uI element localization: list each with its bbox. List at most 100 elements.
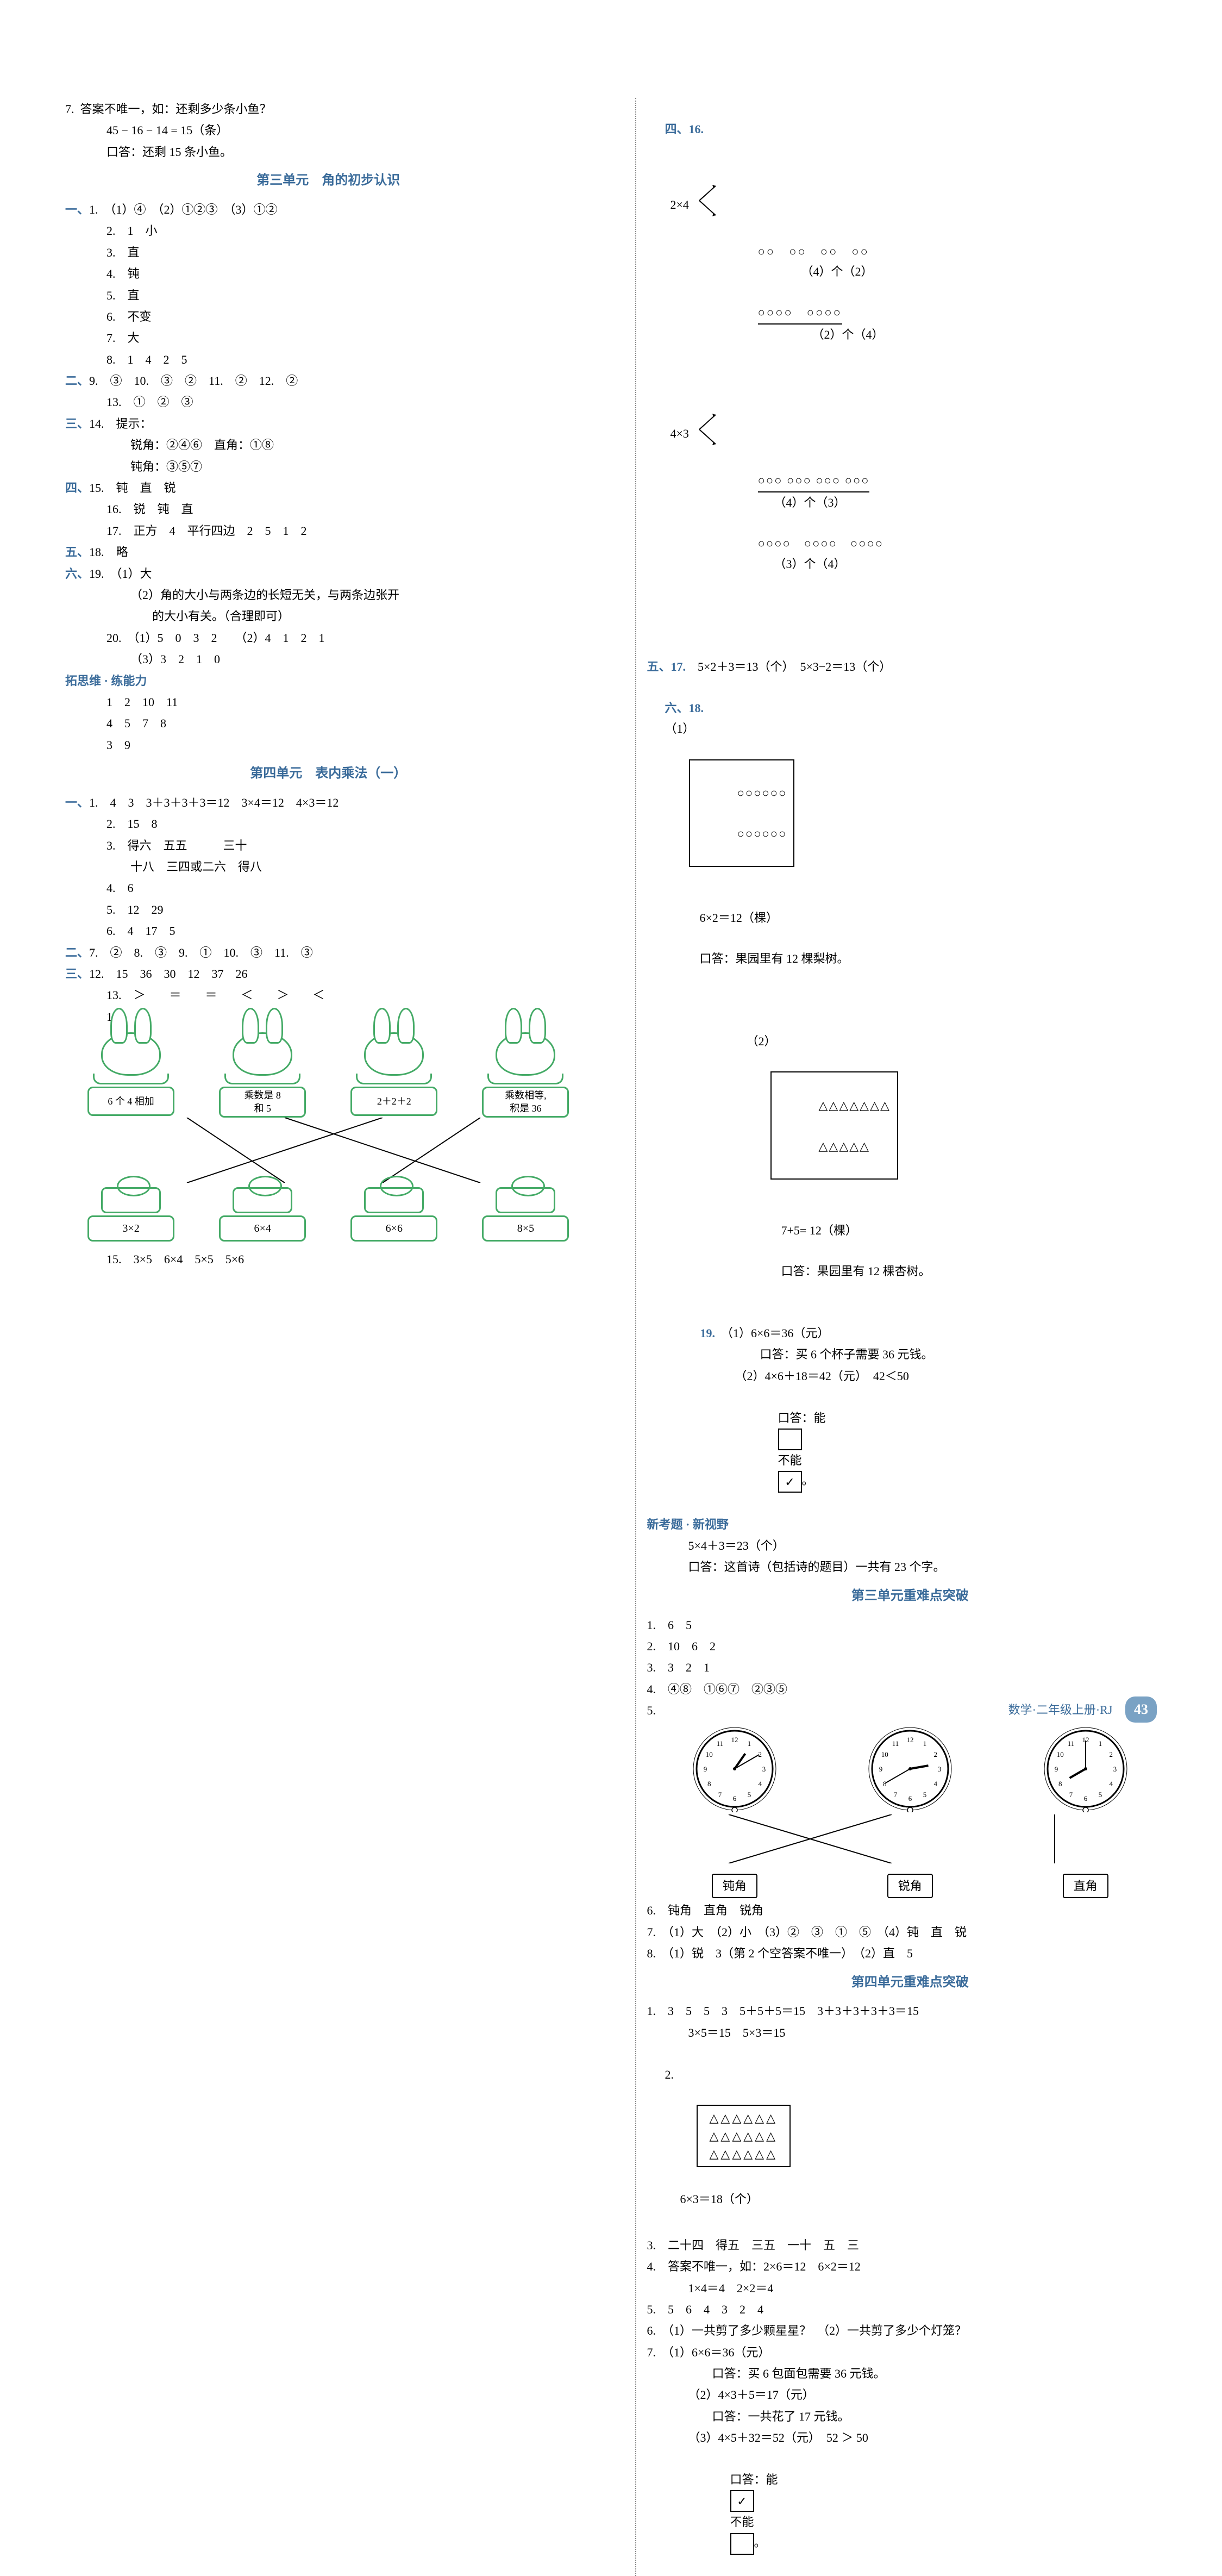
arrow-2x4: 2×4 ○○ ○○ ○○ ○○ （4）个（2） ○○○○ ○○○○ （2）个（4… bbox=[670, 180, 884, 366]
ans1b: 口答：果园里有 12 棵梨树。 bbox=[700, 952, 849, 965]
sec2-line: 二、9. ③ 10. ③ ② 11. ② 12. ② bbox=[65, 371, 592, 391]
sec1-l1: 1. （1）④ （2）①②③ （3）①② bbox=[89, 203, 278, 216]
ans2a: 7+5= 12（棵） bbox=[781, 1224, 857, 1237]
sec5-line: 五、18. 略 bbox=[65, 542, 592, 562]
svg-text:4: 4 bbox=[1109, 1780, 1113, 1788]
svg-text:1: 1 bbox=[748, 1739, 751, 1748]
sec6-l2b: 的大小有关。（合理即可） bbox=[65, 606, 592, 626]
sec6-l3: 20. （1）5 0 3 2 （2）4 1 2 1 bbox=[65, 628, 592, 648]
ans-4: （3）个（4） bbox=[774, 557, 846, 571]
h4-l6: 6. （1）一共剪了多少颗星星？ （2）一共剪了多少个灯笼？ bbox=[647, 2321, 1174, 2341]
h4-l1: 1. 3 5 5 3 5＋5＋5＝15 3＋3＋3＋3＋3＝15 bbox=[647, 2001, 1174, 2021]
circles-row-2: ○○○○ ○○○○ bbox=[758, 302, 842, 325]
svg-text:7: 7 bbox=[893, 1790, 897, 1798]
svg-text:7: 7 bbox=[718, 1790, 722, 1798]
svg-text:4: 4 bbox=[758, 1780, 762, 1788]
tri-box-1: △△△△△△△ △△△△△ bbox=[770, 1071, 898, 1180]
sec5-17-head: 五、17. bbox=[647, 660, 686, 673]
u4s1-l2: 2. 15 8 bbox=[65, 814, 592, 834]
triangle-block: △△△△△△△△△△△△△△△△△△ bbox=[697, 2105, 791, 2167]
svg-text:5: 5 bbox=[1098, 1790, 1102, 1798]
checkbox-checked: ✓ bbox=[730, 2490, 754, 2512]
svg-text:12: 12 bbox=[906, 1736, 913, 1744]
svg-text:12: 12 bbox=[731, 1736, 738, 1744]
sec6-18-p1: （1） bbox=[665, 722, 695, 735]
u4s3-head: 三、 bbox=[65, 967, 89, 981]
check-icon: ✓ bbox=[785, 1472, 794, 1492]
h4-l7c: （2）4×3＋5＝17（元） bbox=[647, 2385, 1174, 2405]
bracket-icon bbox=[697, 410, 724, 448]
h4-l7fb: 不能 bbox=[730, 2515, 754, 2529]
q7-line1: 7. 答案不唯一，如：还剩多少条小鱼？ bbox=[65, 99, 592, 119]
sec4-l3: 17. 正方 4 平行四边 2 5 1 2 bbox=[65, 521, 592, 541]
q19-l3: （2）4×6＋18＝42（元） 42＜50 bbox=[647, 1366, 1174, 1386]
q19-line: 19. （1）6×6＝36（元） bbox=[647, 1323, 1174, 1343]
sec4-l2: 16. 锐 钝 直 bbox=[65, 499, 592, 519]
h4-l7b: 口答：买 6 包面包需要 36 元钱。 bbox=[647, 2363, 1174, 2384]
sec1-head: 一、 bbox=[65, 203, 89, 216]
sec4-head: 四、 bbox=[65, 481, 89, 495]
sec6-line: 六、19. （1）大 bbox=[65, 564, 592, 584]
ext-l3: 3 9 bbox=[65, 735, 592, 755]
circles-row-1: ○○ ○○ ○○ ○○ bbox=[758, 245, 869, 258]
u4s2-line: 二、7. ② 8. ③ 9. ① 10. ③ 11. ③ bbox=[65, 943, 592, 963]
sec1-l2: 2. 1 小 bbox=[65, 221, 592, 241]
ans-2: （2）个（4） bbox=[812, 328, 884, 341]
ans1a: 6×2＝12（棵） bbox=[700, 911, 778, 925]
ans2b: 口答：果园里有 12 棵杏树。 bbox=[781, 1264, 931, 1278]
h4-l7fa: 口答：能 bbox=[730, 2473, 778, 2486]
q19-l4: 口答：能 不能 ✓。 bbox=[647, 1387, 1174, 1513]
h4-l3: 3. 二十四 得五 三五 一十 五 三 bbox=[647, 2235, 1174, 2255]
checkbox-empty bbox=[778, 1429, 802, 1450]
bracket-icon bbox=[697, 182, 724, 220]
sec5-head: 五、 bbox=[65, 545, 89, 559]
svg-text:8: 8 bbox=[1058, 1780, 1062, 1788]
unit3-title: 第三单元 角的初步认识 bbox=[65, 170, 592, 192]
left-column: 7. 答案不唯一，如：还剩多少条小鱼？ 45 − 16 − 14 = 15（条）… bbox=[65, 98, 608, 2576]
sec3-l1: 14. 提示： bbox=[89, 417, 152, 431]
u4s3-l1: 12. 15 36 30 12 37 26 bbox=[89, 967, 248, 981]
sec5-l1: 18. 略 bbox=[89, 545, 128, 559]
right-column: 四、16. 2×4 ○○ ○○ ○○ ○○ （4）个（2） ○○○○ ○○○○ … bbox=[635, 98, 1174, 2576]
q19-head: 19. bbox=[700, 1326, 716, 1340]
h3b-l7: 7. （1）大 （2）小 （3）② ③ ① ⑤ （4）钝 直 锐 bbox=[647, 1922, 1174, 1942]
sec3-l3: 钝角：③⑤⑦ bbox=[65, 457, 592, 477]
sec1-l8: 8. 1 4 2 5 bbox=[65, 350, 592, 370]
clock-group: 1234567891011121234567891011121234567891… bbox=[647, 1725, 1174, 1812]
h4-l7d: 口答：一共花了 17 元钱。 bbox=[647, 2406, 1174, 2427]
svg-text:11: 11 bbox=[1067, 1739, 1074, 1748]
sec1-line: 一、1. （1）④ （2）①②③ （3）①② bbox=[65, 199, 592, 220]
sec6-18-head: 六、18. bbox=[665, 701, 704, 715]
q7-line2: 45 − 16 − 14 = 15（条） bbox=[65, 120, 592, 140]
sec6-18-p2: （2） bbox=[747, 1034, 776, 1048]
arrow-4x3-label: 4×3 bbox=[670, 423, 689, 444]
unit4-title: 第四单元 表内乘法（一） bbox=[65, 763, 592, 785]
u4s1-l6: 6. 4 17 5 bbox=[65, 921, 592, 941]
svg-text:1: 1 bbox=[923, 1739, 926, 1748]
svg-text:10: 10 bbox=[881, 1750, 888, 1758]
svg-text:10: 10 bbox=[706, 1750, 713, 1758]
svg-text:6: 6 bbox=[1083, 1794, 1087, 1802]
h4-l4b: 1×4＝4 2×2＝4 bbox=[647, 2278, 1174, 2298]
q19-l2: 口答：买 6 个杯子需要 36 元钱。 bbox=[647, 1344, 1174, 1364]
u4s3-l2: 13. ＞ ＝ ＝ ＜ ＞ ＜ bbox=[65, 985, 592, 1005]
u4s1-l4: 4. 6 bbox=[65, 878, 592, 898]
page-number: 43 bbox=[1125, 1696, 1157, 1723]
sec3-l2: 锐角：②④⑥ 直角：①⑧ bbox=[65, 435, 592, 455]
u4s2-l1: 7. ② 8. ③ 9. ① 10. ③ 11. ③ bbox=[89, 946, 313, 959]
svg-text:7: 7 bbox=[1069, 1790, 1073, 1798]
unit4hard-title: 第四单元重难点突破 bbox=[647, 1972, 1174, 1994]
svg-text:8: 8 bbox=[707, 1780, 711, 1788]
sec4-line: 四、15. 钝 直 锐 bbox=[65, 478, 592, 498]
svg-text:5: 5 bbox=[748, 1790, 751, 1798]
page-columns: 7. 答案不唯一，如：还剩多少条小鱼？ 45 − 16 − 14 = 15（条）… bbox=[65, 98, 1173, 2576]
box1b: ○○○○○○ bbox=[737, 827, 787, 840]
page-footer: 数学·二年级上册·RJ 43 bbox=[1008, 1696, 1157, 1723]
ext-head: 拓思维 · 练能力 bbox=[65, 671, 592, 691]
sec4-16: 四、16. 2×4 ○○ ○○ ○○ ○○ （4）个（2） ○○○○ ○○○○ … bbox=[647, 99, 1174, 656]
svg-text:11: 11 bbox=[892, 1739, 899, 1748]
circles-row-3: ○○○ ○○○ ○○○ ○○○ bbox=[758, 470, 870, 492]
newq-l1: 5×4＋3＝23（个） bbox=[647, 1536, 1174, 1556]
sec1-l4: 4. 钝 bbox=[65, 264, 592, 284]
sec2-head: 二、 bbox=[65, 374, 89, 388]
